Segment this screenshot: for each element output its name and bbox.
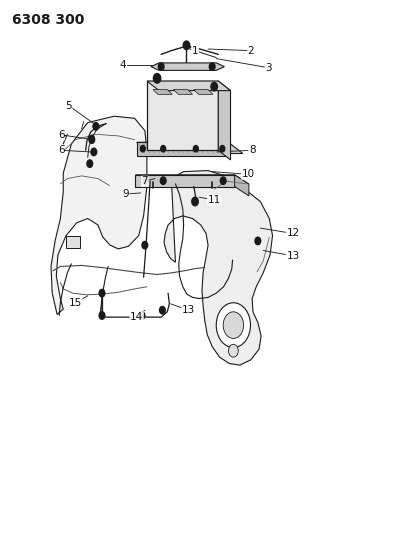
Polygon shape [153, 90, 172, 94]
Circle shape [87, 160, 93, 167]
Circle shape [140, 146, 145, 152]
Circle shape [160, 177, 166, 184]
Circle shape [220, 177, 226, 184]
Circle shape [91, 148, 97, 156]
Polygon shape [135, 175, 249, 184]
Text: 11: 11 [208, 195, 221, 205]
Polygon shape [194, 90, 213, 94]
Circle shape [142, 177, 148, 184]
Circle shape [228, 344, 238, 357]
Circle shape [89, 135, 94, 142]
Text: 9: 9 [122, 189, 129, 199]
Text: 4: 4 [120, 60, 126, 70]
Polygon shape [164, 171, 273, 365]
Circle shape [153, 74, 161, 83]
Circle shape [158, 63, 164, 70]
Polygon shape [66, 236, 80, 248]
Text: 8: 8 [249, 146, 255, 155]
Circle shape [89, 136, 95, 143]
Circle shape [223, 312, 244, 338]
Circle shape [139, 312, 145, 319]
Circle shape [220, 146, 225, 152]
Text: 14: 14 [130, 312, 143, 321]
Circle shape [160, 306, 165, 314]
Text: 10: 10 [242, 169, 255, 179]
Circle shape [255, 237, 261, 245]
Text: 7: 7 [142, 176, 148, 186]
Circle shape [99, 289, 105, 297]
Circle shape [209, 63, 215, 70]
Circle shape [211, 82, 217, 91]
Polygon shape [147, 81, 218, 150]
Polygon shape [151, 63, 224, 70]
Polygon shape [147, 81, 231, 91]
Polygon shape [218, 81, 231, 160]
Polygon shape [51, 116, 147, 314]
Polygon shape [173, 90, 193, 94]
Text: 12: 12 [286, 229, 299, 238]
Circle shape [142, 241, 148, 249]
Text: 6308 300: 6308 300 [12, 13, 84, 27]
Polygon shape [135, 175, 235, 187]
Text: 13: 13 [182, 305, 195, 315]
Text: 6: 6 [58, 130, 64, 140]
Polygon shape [235, 175, 249, 196]
Text: 5: 5 [65, 101, 72, 110]
Circle shape [216, 303, 251, 348]
Text: 15: 15 [69, 298, 82, 308]
Polygon shape [137, 142, 228, 156]
Circle shape [93, 123, 98, 130]
Text: 13: 13 [286, 251, 299, 261]
Text: 3: 3 [265, 63, 272, 72]
Text: 2: 2 [248, 46, 254, 55]
Circle shape [161, 146, 166, 152]
Polygon shape [137, 142, 243, 154]
Circle shape [93, 123, 99, 130]
Text: 6: 6 [58, 146, 64, 155]
Circle shape [192, 197, 198, 206]
Circle shape [183, 41, 190, 50]
Circle shape [99, 312, 105, 319]
Text: 1: 1 [192, 46, 198, 55]
Circle shape [193, 146, 198, 152]
